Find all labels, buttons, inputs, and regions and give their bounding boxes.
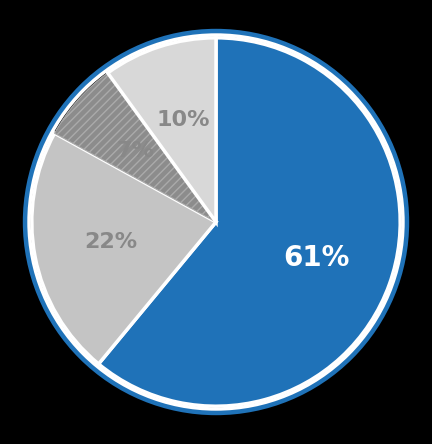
- Text: 10%: 10%: [156, 111, 210, 131]
- Wedge shape: [32, 133, 216, 364]
- Wedge shape: [108, 38, 216, 222]
- Wedge shape: [54, 73, 216, 222]
- Text: 61%: 61%: [283, 244, 350, 272]
- Text: 22%: 22%: [85, 232, 138, 252]
- Text: 7%: 7%: [117, 141, 155, 161]
- Wedge shape: [98, 38, 400, 406]
